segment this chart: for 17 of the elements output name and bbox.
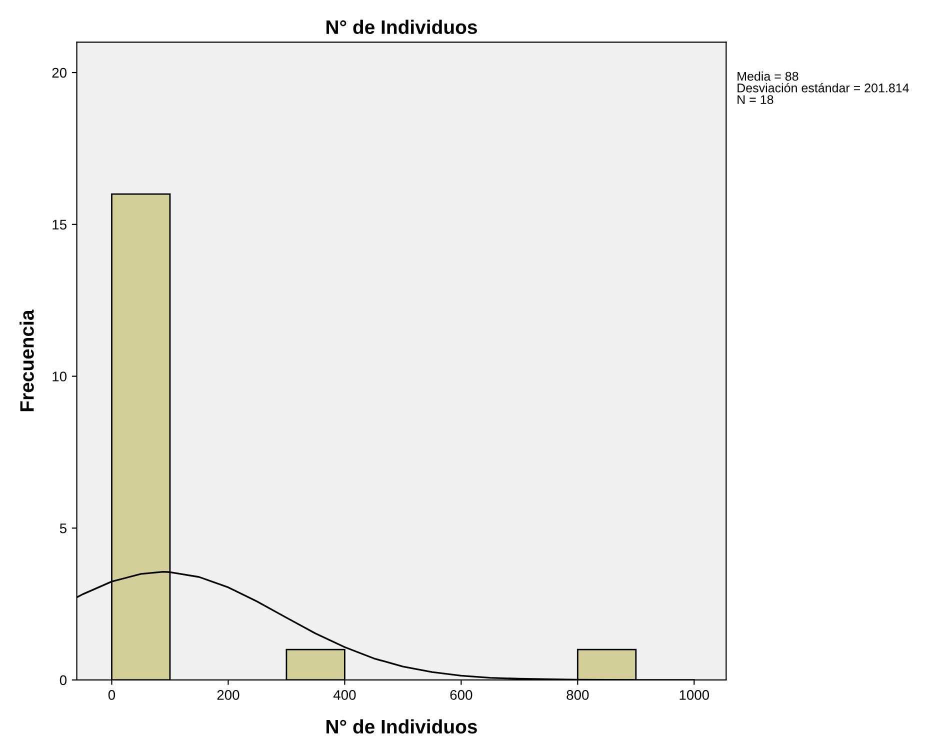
x-axis-title: N° de Individuos (326, 719, 477, 734)
x-tick-label: 0 (108, 690, 116, 700)
x-tick-label: 200 (217, 690, 240, 700)
x-tick-label: 400 (333, 690, 356, 700)
y-axis-title: Frecuencia (20, 310, 34, 412)
x-tick-label: 1000 (680, 690, 710, 700)
text: N = 18 (738, 95, 774, 104)
x-tick-label: 800 (566, 690, 589, 700)
y-tick-label: 20 (52, 68, 67, 78)
y-tick-label: 5 (60, 524, 66, 534)
chart-title: N° de Individuos (326, 20, 477, 34)
text: Desviación estándar = 201.814 (738, 83, 909, 92)
x-tick-label: 600 (450, 690, 472, 700)
text: Media = 88 (738, 72, 798, 81)
y-tick-label: 15 (52, 220, 66, 230)
y-tick-label: 10 (52, 372, 67, 382)
y-tick-label: 0 (60, 675, 67, 686)
